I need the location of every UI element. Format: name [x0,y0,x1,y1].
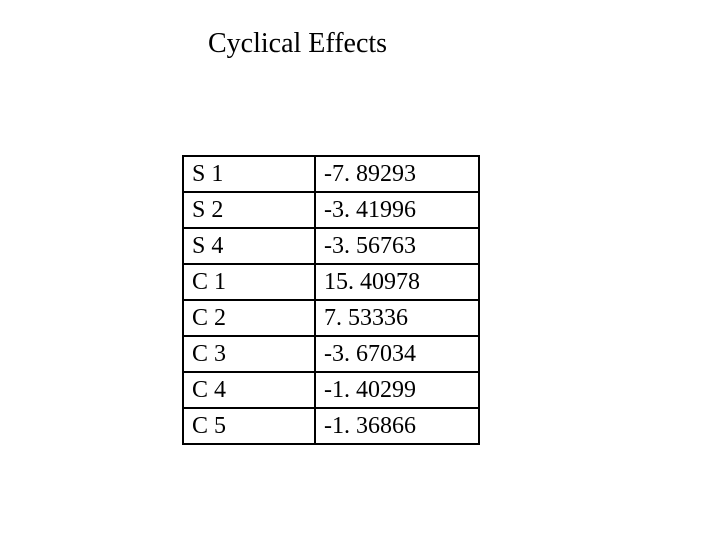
table-row: S 1 -7. 89293 [183,156,479,192]
table-cell-label: C 5 [183,408,315,444]
table-cell-value: 7. 53336 [315,300,479,336]
cyclical-effects-table-container: S 1 -7. 89293 S 2 -3. 41996 S 4 -3. 5676… [182,155,480,445]
table-cell-label: S 1 [183,156,315,192]
table-cell-value: -1. 40299 [315,372,479,408]
table-row: C 4 -1. 40299 [183,372,479,408]
page-title: Cyclical Effects [208,28,387,60]
table-cell-label: C 1 [183,264,315,300]
table-row: S 4 -3. 56763 [183,228,479,264]
table-cell-value: -1. 36866 [315,408,479,444]
table-cell-value: -7. 89293 [315,156,479,192]
table-cell-value: 15. 40978 [315,264,479,300]
table-row: C 2 7. 53336 [183,300,479,336]
table-cell-label: C 3 [183,336,315,372]
cyclical-effects-table: S 1 -7. 89293 S 2 -3. 41996 S 4 -3. 5676… [182,155,480,445]
table-cell-value: -3. 56763 [315,228,479,264]
table-cell-value: -3. 41996 [315,192,479,228]
table-cell-label: S 2 [183,192,315,228]
table-cell-value: -3. 67034 [315,336,479,372]
table-cell-label: C 2 [183,300,315,336]
table-cell-label: S 4 [183,228,315,264]
table-row: C 5 -1. 36866 [183,408,479,444]
table-row: S 2 -3. 41996 [183,192,479,228]
table-row: C 3 -3. 67034 [183,336,479,372]
table-cell-label: C 4 [183,372,315,408]
table-row: C 1 15. 40978 [183,264,479,300]
